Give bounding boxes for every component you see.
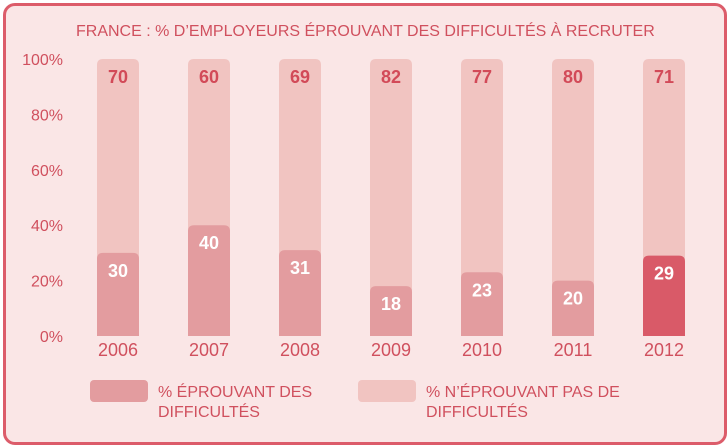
y-tick-label: 40% xyxy=(31,218,63,235)
data-label-no-difficulty: 77 xyxy=(472,67,492,87)
data-label-no-difficulty: 70 xyxy=(108,67,128,87)
chart-title: FRANCE : % D’EMPLOYEURS ÉPROUVANT DES DI… xyxy=(76,21,655,40)
x-tick-label: 2010 xyxy=(462,340,502,360)
data-label-difficulty: 30 xyxy=(108,261,128,281)
legend-swatch-no-difficulties xyxy=(358,380,416,402)
data-label-no-difficulty: 82 xyxy=(381,67,401,87)
data-label-no-difficulty: 71 xyxy=(654,67,674,87)
bar-difficulty-2008 xyxy=(279,250,321,336)
data-label-difficulty: 20 xyxy=(563,289,583,309)
data-label-difficulty: 31 xyxy=(290,258,310,278)
bar-no-difficulty-2009 xyxy=(370,59,412,336)
y-tick-label: 0% xyxy=(40,329,63,346)
bar-difficulty-2012 xyxy=(643,255,685,336)
data-label-no-difficulty: 69 xyxy=(290,67,310,87)
x-tick-label: 2011 xyxy=(554,340,593,360)
x-tick-label: 2012 xyxy=(644,340,684,360)
bar-difficulty-2010 xyxy=(461,272,503,336)
y-tick-label: 100% xyxy=(22,52,63,69)
x-tick-label: 2008 xyxy=(280,340,320,360)
bars: 70 30 60 40 69 31 82 18 77 23 80 20 71 29 xyxy=(97,59,685,336)
data-label-difficulty: 40 xyxy=(199,233,219,253)
y-tick-label: 20% xyxy=(31,274,63,291)
data-label-no-difficulty: 60 xyxy=(199,67,219,87)
data-label-difficulty: 18 xyxy=(381,294,401,314)
legend-label-difficulties: % ÉPROUVANT DES DIFFICULTÉS xyxy=(158,382,312,421)
bar-difficulty-2009 xyxy=(370,286,412,336)
legend-label-no-difficulties: % N’ÉPROUVANT PAS DE DIFFICULTÉS xyxy=(426,382,620,421)
x-tick-label: 2007 xyxy=(189,340,229,360)
y-tick-label: 80% xyxy=(31,107,63,124)
y-axis: 0% 20% 40% 60% 80% 100% xyxy=(22,52,63,346)
bar-no-difficulty-2010 xyxy=(461,59,503,336)
legend: % ÉPROUVANT DES DIFFICULTÉS % N’ÉPROUVANT… xyxy=(90,380,620,421)
x-tick-label: 2009 xyxy=(371,340,411,360)
bar-difficulty-2006 xyxy=(97,252,139,336)
bar-difficulty-2007 xyxy=(188,225,230,336)
x-tick-label: 2006 xyxy=(98,340,138,360)
bar-difficulty-2011 xyxy=(552,280,594,336)
data-label-difficulty: 29 xyxy=(654,264,674,284)
data-label-no-difficulty: 80 xyxy=(563,67,583,87)
bar-no-difficulty-2011 xyxy=(552,59,594,336)
y-tick-label: 60% xyxy=(31,163,63,180)
legend-swatch-difficulties xyxy=(90,380,148,402)
x-axis: 2006 2007 2008 2009 2010 2011 2012 xyxy=(98,340,684,360)
data-label-difficulty: 23 xyxy=(472,280,492,300)
